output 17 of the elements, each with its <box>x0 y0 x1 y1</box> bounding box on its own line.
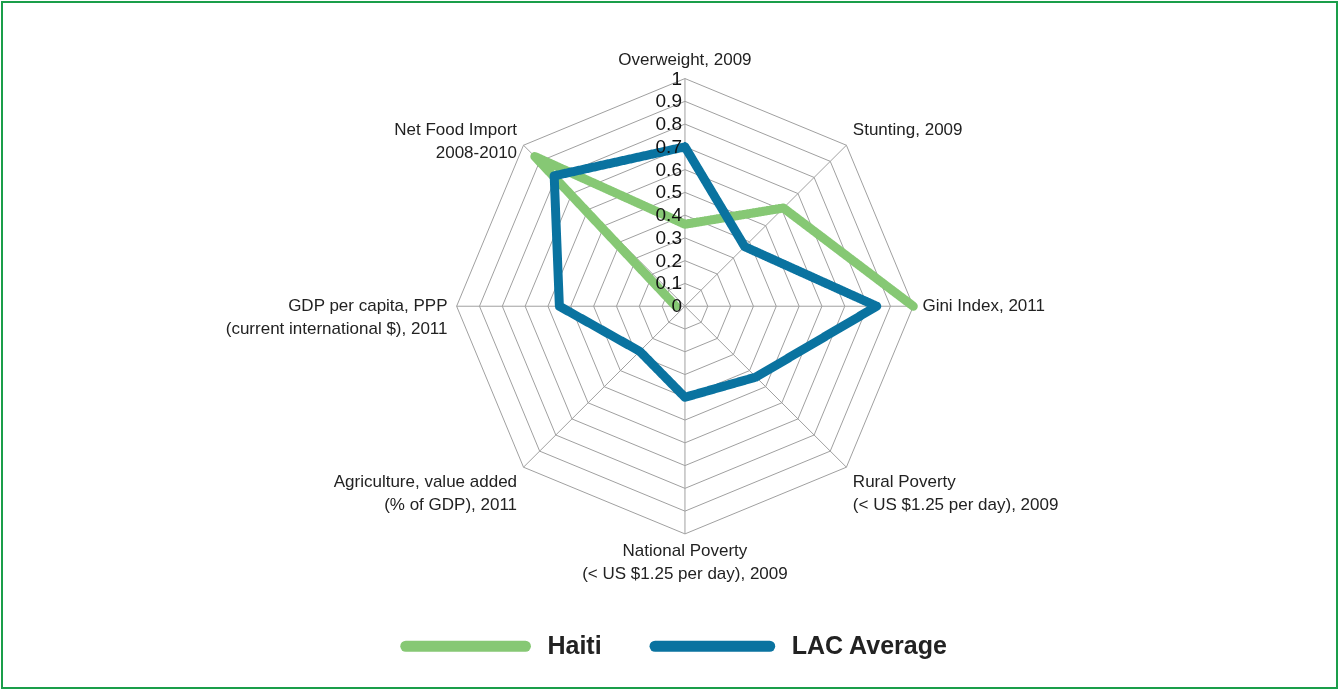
y-tick-label: 1 <box>671 67 682 89</box>
spoke-label: Agriculture, value added (% of GDP), 2011 <box>333 471 518 514</box>
y-tick-label: 0.3 <box>655 226 682 248</box>
spoke-label: GDP per capita, PPP (current international $), 2011 <box>225 296 448 339</box>
y-tick-label: 0.2 <box>655 249 682 271</box>
spoke-label: Net Food Import 2008-2010 <box>394 119 518 162</box>
y-tick-label: 0.8 <box>655 113 682 135</box>
y-tick-label: 0.9 <box>655 90 682 112</box>
spoke-label: National Poverty (< US $1.25 per day), 2009 <box>582 541 788 584</box>
spoke-label: Gini Index, 2011 <box>922 296 1045 316</box>
legend-label: Haiti <box>547 631 602 660</box>
spoke-label: Stunting, 2009 <box>852 119 963 139</box>
spoke-label: Overweight, 2009 <box>618 50 752 70</box>
legend-label: LAC Average <box>791 631 947 660</box>
y-tick-label: 0.5 <box>655 181 682 203</box>
y-tick-label: 0.6 <box>655 158 682 180</box>
spoke-label: Rural Poverty (< US $1.25 per day), 2009 <box>852 471 1059 514</box>
